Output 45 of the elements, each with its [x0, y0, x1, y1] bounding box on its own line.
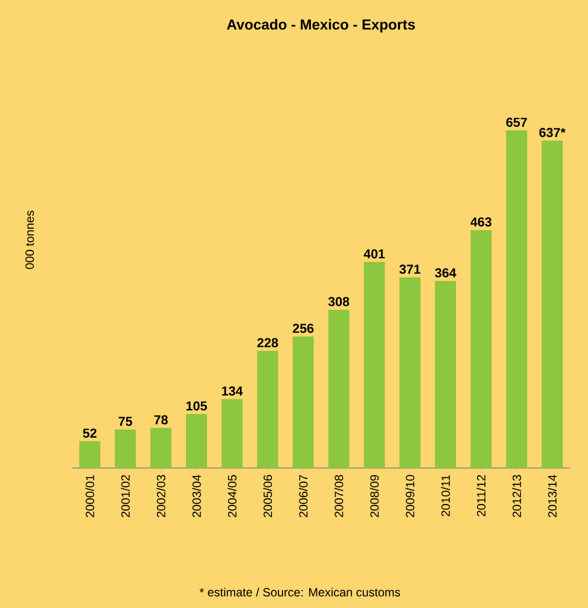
x-tick-label: 2003/04: [192, 474, 201, 518]
data-label: 371: [399, 264, 420, 274]
bar: [435, 280, 456, 468]
data-label: 228: [257, 338, 278, 348]
data-label: 364: [434, 268, 456, 278]
bar: [114, 429, 136, 468]
x-tick-label: 2001/02: [120, 475, 130, 518]
data-label: 463: [470, 217, 492, 227]
x-tick-label: 2008/09: [370, 475, 379, 518]
bar: [150, 428, 172, 468]
x-tick-label: 2013/14: [548, 474, 557, 518]
data-label: 657: [506, 118, 527, 127]
x-tick-label: 2005/06: [263, 475, 272, 518]
x-tick-label: 2006/07: [298, 475, 308, 518]
data-label: 308: [328, 297, 350, 306]
x-tick-label: 2000/01: [85, 475, 94, 518]
data-label: 78: [154, 415, 168, 424]
data-label: 256: [292, 324, 314, 333]
data-label: 52: [82, 428, 96, 438]
bar: [470, 230, 492, 468]
chart-title: Avocado - Mexico - Exports: [226, 19, 415, 32]
bar: [292, 336, 314, 468]
bar: [257, 350, 278, 468]
text: * estimate / Source: Mexican customs: [200, 588, 400, 596]
bar: [399, 277, 420, 468]
x-tick-label: 2011/12: [476, 475, 486, 516]
x-tick-label: 2007/08: [334, 475, 344, 518]
bar: [222, 399, 243, 468]
x-tick-label: 2012/13: [512, 475, 522, 518]
x-tick-label: 2010/11: [441, 475, 450, 516]
bar: [364, 262, 385, 468]
bar: [542, 140, 563, 468]
y-axis-title: 000 tonnes: [25, 210, 34, 269]
bar: [186, 414, 207, 468]
data-label: 637*: [539, 128, 566, 138]
x-tick-label: 2009/10: [406, 474, 414, 518]
data-label: 75: [118, 416, 132, 426]
bar: [328, 310, 350, 468]
data-label: 134: [222, 386, 243, 396]
bar: [79, 441, 100, 468]
x-tick-label: 2002/03: [156, 475, 166, 518]
data-label: 401: [364, 249, 385, 258]
data-label: 105: [186, 401, 207, 411]
x-tick-label: 2004/05: [228, 475, 236, 518]
bar: [506, 130, 528, 468]
